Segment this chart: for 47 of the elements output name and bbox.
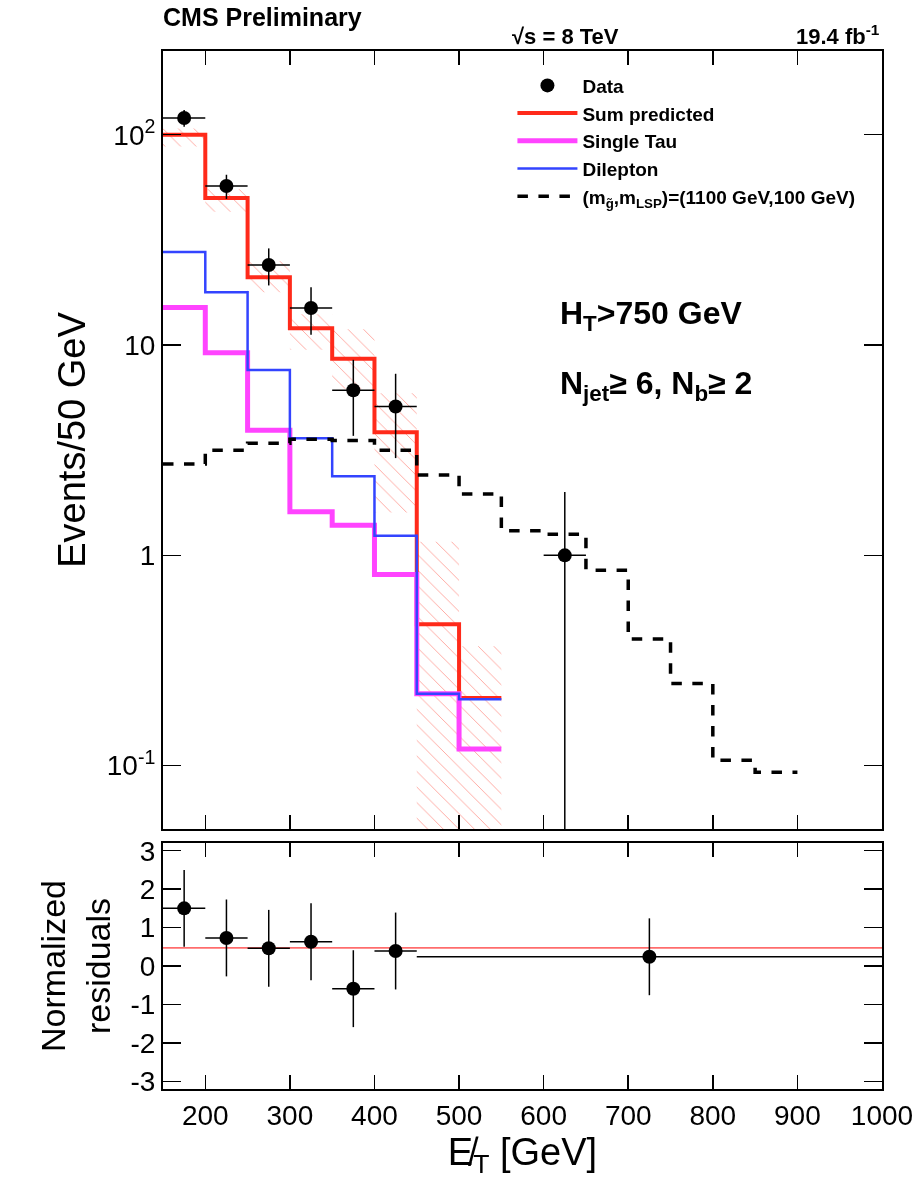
point: [219, 930, 234, 945]
y-tick-label: 2: [139, 873, 156, 905]
x-tick-label: 300: [266, 1099, 314, 1131]
y-tick-label: 0: [139, 950, 156, 982]
point: [346, 383, 361, 398]
x-axis-title: E̸$_{T}$ [GeV]: [447, 1131, 598, 1179]
y-tick-label: 1: [139, 912, 156, 944]
legend-label: Data: [582, 75, 625, 97]
annotation: H$_{T}$>750 GeV: [560, 295, 743, 336]
legend-label: Dilepton: [582, 158, 659, 180]
legend-label: Sum predicted: [582, 103, 715, 125]
point: [261, 258, 276, 273]
point: [642, 949, 657, 964]
chart-title: CMS Preliminary: [163, 2, 362, 31]
point: [388, 399, 403, 414]
x-tick-label: 700: [604, 1099, 652, 1131]
x-tick-label: 500: [435, 1099, 483, 1131]
y-tick-label: 10$^{-1}$: [106, 745, 156, 782]
y-tick-label: -3: [130, 1066, 156, 1098]
annotation: N$_{jet}$≥ 6, N$_{b}$≥ 2: [560, 365, 753, 406]
point: [388, 944, 403, 958]
point: [304, 300, 319, 315]
x-tick-label: 900: [774, 1099, 821, 1131]
y-tick-label: 10: [124, 329, 156, 361]
point: [177, 901, 192, 916]
x-tick-label: 200: [181, 1099, 229, 1131]
point: [261, 941, 276, 956]
y-tick-label: 3: [139, 835, 156, 867]
x-tick-label: 400: [351, 1099, 398, 1131]
y-tick-label: -2: [130, 1027, 156, 1059]
point: [177, 111, 192, 126]
legend-label: Single Tau: [582, 131, 678, 153]
x-tick-label: 600: [520, 1099, 568, 1131]
point: [557, 548, 572, 563]
y-tick-label: 1: [139, 540, 156, 572]
text: 19.4 fb$^{-1}$: [796, 21, 880, 50]
y-tick-label: 10$^{2}$: [113, 114, 156, 151]
y-axis-title: Normalized residuals: [34, 880, 117, 1052]
x-tick-label: 1000: [850, 1099, 914, 1131]
point: [346, 981, 361, 996]
text: √s = 8 TeV: [512, 24, 619, 49]
point: [304, 934, 319, 949]
y-axis-title: Events/50 GeV: [50, 311, 93, 568]
point: [219, 179, 234, 194]
x-tick-label: 800: [689, 1099, 737, 1131]
legend-label: (m$_{g̃}$,m$_{LSP}$)=(1100 GeV,100 GeV): [582, 186, 855, 211]
y-tick-label: -1: [130, 989, 156, 1021]
